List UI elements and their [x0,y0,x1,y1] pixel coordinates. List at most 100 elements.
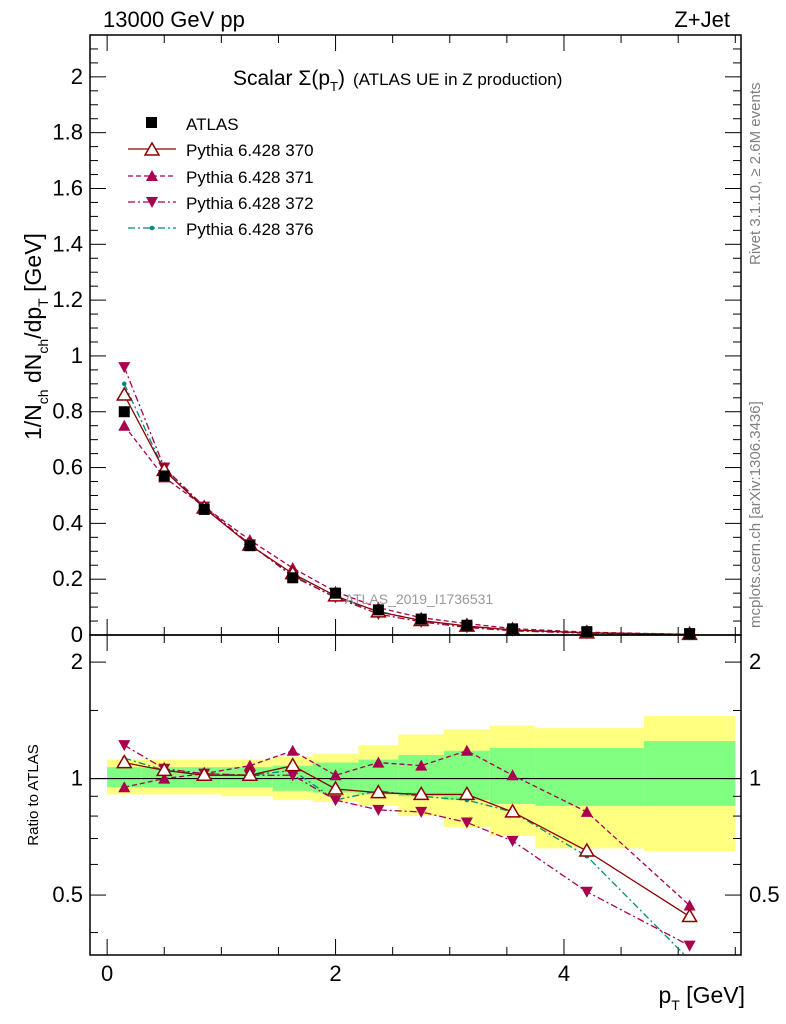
main-ytick-label: 0.4 [52,510,83,535]
main-point-atlas [330,587,342,599]
header-right: Z+Jet [674,7,730,32]
ratio-point-376 [687,958,692,963]
legend-label-371: Pythia 6.428 371 [186,168,314,187]
ratio-ytick-label: 0.5 [52,882,83,907]
ratio-ticks: 0.5 0.5 1 1 2 2 0 2 4 [52,635,780,986]
ratio-point-370 [681,908,698,923]
main-ytick-label: 2 [71,64,83,89]
ratio-bands [90,716,741,851]
ratio-point-372 [683,940,696,952]
main-point-371 [118,419,131,431]
ratio-series-group [115,740,698,963]
ratio-ylabel: Ratio to ATLAS [25,744,42,845]
ratio-ytick-label: 2 [71,649,83,674]
ratio-series [115,740,698,963]
main-point-atlas [198,503,210,515]
ratio-point-371 [415,759,428,771]
ratio-point-372 [580,886,593,898]
ratio-point-372 [415,806,428,818]
ratio-point-371 [580,805,593,817]
ratio-point-370 [115,754,133,769]
main-point-atlas [684,628,696,640]
ratio-line-372 [123,744,690,947]
x-tick-label: 0 [101,961,113,986]
ratio-point-372 [506,835,519,847]
legend-item-372: Pythia 6.428 372 [128,194,314,213]
ratio-point-370 [327,780,344,795]
main-point-atlas [415,613,427,625]
main-point-370 [115,386,133,401]
legend-label-376: Pythia 6.428 376 [186,220,314,239]
ratio-point-371 [243,759,256,771]
main-ytick-label: 1.4 [52,231,83,256]
main-series [115,362,698,641]
ratio-point-370 [284,757,302,772]
legend-label-372: Pythia 6.428 372 [186,194,314,213]
mcplots-label: mcplots.cern.ch [arXiv:1306.3436] [747,401,764,628]
main-line-372 [123,366,690,636]
ratio-band-green [535,747,644,806]
ratio-band-green [643,741,736,806]
ratio-point-371 [372,756,385,768]
ratio-point-372 [118,740,131,752]
ratio-ytick-label: 1 [71,766,83,791]
x-tick-label: 4 [558,961,570,986]
ratio-ytick-label-right: 2 [749,649,761,674]
ratio-band-green [107,767,142,788]
main-ytick-label: 0.2 [52,566,83,591]
ratio-point-370 [412,785,430,801]
legend-item-376: Pythia 6.428 376 [128,220,314,239]
ratio-point-370 [155,761,173,777]
watermark: ATLAS_2019_I1736531 [345,591,494,607]
ratio-point-372 [329,795,342,807]
legend-marker-370 [143,141,161,156]
main-line-370 [123,394,690,636]
main-ytick-label: 0 [71,622,83,647]
main-point-atlas [581,626,593,638]
ratio-point-371 [329,769,342,781]
header-left: 13000 GeV pp [103,7,245,32]
legend-item-371: Pythia 6.428 371 [128,168,314,187]
ratio-point-371 [286,744,299,756]
legend-item-370: Pythia 6.428 370 [128,141,314,160]
ratio-ytick-label-right: 0.5 [749,882,780,907]
ratio-point-370 [195,766,213,782]
main-point-atlas [287,572,299,584]
legend-label-370: Pythia 6.428 370 [186,141,314,160]
ratio-point-372 [372,804,385,816]
main-ytick-label: 1.8 [52,120,83,145]
legend-marker-371 [146,170,158,181]
ratio-frame [89,634,742,956]
x-tick-label: 2 [329,961,341,986]
main-ytick-label: 0.8 [52,399,83,424]
main-point-atlas [118,406,130,418]
main-title: Scalar Σ(pT) (ATLAS UE in Z production) [233,67,562,94]
ratio-point-371 [683,899,696,911]
ratio-point-370 [578,842,596,857]
main-ytick-label: 1.6 [52,175,83,200]
ratio-point-372 [286,770,299,782]
ratio-point-370 [370,784,387,799]
legend-marker-376 [149,225,155,231]
rivet-label: Rivet 3.1.10, ≥ 2.6M events [747,83,764,266]
legend-item-atlas: ATLAS [146,115,239,134]
legend-marker-372 [146,197,158,208]
ratio-point-371 [460,744,473,756]
ratio-line-370 [124,761,690,918]
legend: ATLAS Pythia 6.428 370 Pythia 6.428 371 … [128,115,314,239]
main-point-372 [118,362,131,374]
main-point-atlas [158,470,170,482]
ratio-point-370 [241,766,259,782]
main-point-atlas [461,619,473,631]
x-axis-label: pT [GeV] [658,982,745,1013]
main-ytick-label: 1 [71,343,83,368]
main-point-376 [121,381,127,387]
ratio-point-370 [458,785,476,801]
ratio-point-371 [506,769,519,781]
main-ticks: 0 0.2 0.4 0.6 0.8 1 1.2 1.4 1.6 1.8 2 [52,35,741,647]
ratio-ytick-label-right: 1 [749,766,761,791]
main-point-atlas [507,623,519,635]
main-ytick-label: 1.2 [52,287,83,312]
ratio-point-372 [460,817,473,829]
